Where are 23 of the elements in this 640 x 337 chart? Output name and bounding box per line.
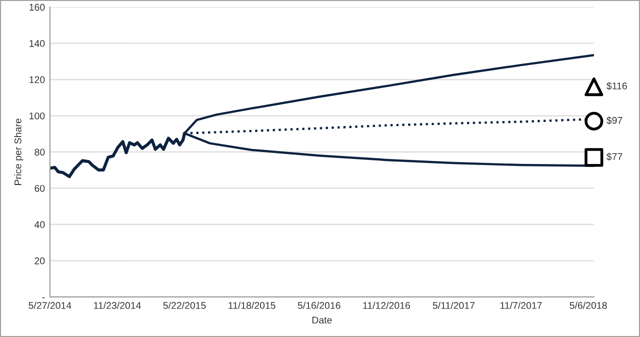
data-label: $116 <box>606 82 627 90</box>
y-tick-label: 120 <box>30 76 45 84</box>
y-tick-label: 140 <box>30 40 45 47</box>
x-axis-title: Date <box>312 316 332 324</box>
x-tick-label: 11/18/2015 <box>228 302 276 309</box>
y-tick-label: 20 <box>34 257 45 264</box>
x-tick-label: 11/7/2017 <box>500 302 542 309</box>
y-tick-label: 60 <box>34 184 45 192</box>
x-tick-label: 5/16/2016 <box>298 302 340 309</box>
y-tick-label: 100 <box>30 112 45 120</box>
y-tick-label: 40 <box>34 221 45 228</box>
y-axis-title: Price per Share <box>14 118 24 185</box>
x-tick-label: 11/12/2016 <box>363 302 410 309</box>
x-tick-label: 5/22/2015 <box>163 302 206 309</box>
y-tick-label: - <box>42 297 45 298</box>
x-tick-label: 5/6/2018 <box>570 302 607 309</box>
data-label: $77 <box>606 152 622 161</box>
y-tick-label: 160 <box>30 4 45 11</box>
x-tick-label: 11/23/2014 <box>94 302 141 309</box>
x-tick-label: 5/27/2014 <box>28 302 72 309</box>
x-tick-label: 5/11/2017 <box>432 302 474 309</box>
y-tick-label: 80 <box>34 148 45 156</box>
data-label: $97 <box>606 116 622 124</box>
